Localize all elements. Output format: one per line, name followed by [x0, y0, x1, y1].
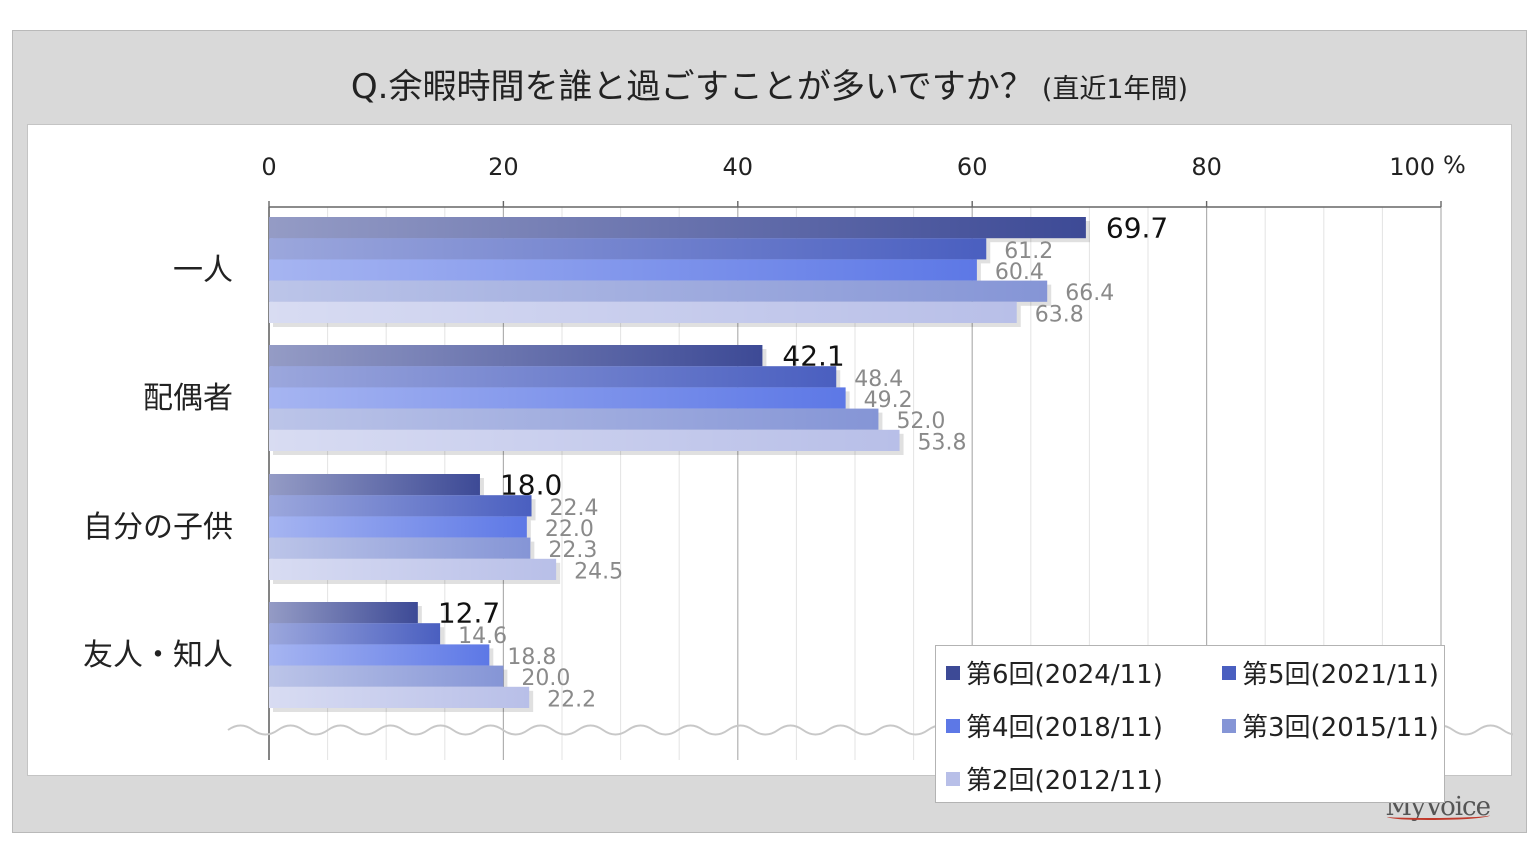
- chart-title-sub: (直近1年間): [1041, 74, 1189, 105]
- bar-highlight: [269, 495, 532, 517]
- x-tick-label: 100: [1389, 153, 1435, 181]
- category-label: 自分の子供: [83, 510, 233, 545]
- data-label: 48.4: [854, 367, 903, 392]
- data-label: 69.7: [1106, 212, 1168, 245]
- bar-highlight: [269, 259, 977, 281]
- chart-title-main: Q.余暇時間を誰と過ごすことが多いですか？: [350, 67, 1034, 107]
- bar-highlight: [269, 558, 557, 580]
- legend-item: 第2回(2012/11): [946, 760, 1163, 797]
- data-label: 63.8: [1035, 302, 1084, 327]
- x-tick-label: 80: [1191, 153, 1222, 181]
- data-label: 52.0: [896, 409, 945, 434]
- bar-highlight: [269, 280, 1048, 302]
- legend-swatch: [946, 665, 960, 680]
- data-label: 61.2: [1004, 239, 1053, 264]
- data-label: 66.4: [1065, 281, 1114, 306]
- legend-item: 第4回(2018/11): [946, 707, 1163, 744]
- legend-item: 第5回(2021/11): [1222, 654, 1439, 691]
- bar-highlight: [269, 537, 531, 559]
- legend-swatch: [946, 771, 960, 786]
- bar-highlight: [269, 238, 987, 260]
- legend-label: 第4回(2018/11): [966, 713, 1163, 743]
- bar-highlight: [269, 623, 441, 645]
- legend-item: 第6回(2024/11): [946, 654, 1163, 691]
- bar-chart: 0 20 40 60 80 100 %一人69.761.260.466.463.8配偶者42…: [83, 151, 1513, 760]
- bar-highlight: [269, 644, 490, 666]
- plot-area: 0 20 40 60 80 100% 一人 69.7 61.2 60.4 66.4 63.8 配偶者 42…: [27, 124, 1513, 803]
- bar-highlight: [269, 408, 879, 430]
- legend-label: 第5回(2021/11): [1242, 660, 1439, 690]
- x-tick-label: 40: [723, 153, 754, 181]
- bar-highlight: [269, 387, 846, 409]
- legend-swatch: [946, 718, 960, 733]
- data-label: 22.3: [548, 538, 597, 563]
- bar-highlight: [269, 429, 900, 451]
- data-label: 53.8: [918, 430, 967, 455]
- bar-highlight: [269, 474, 480, 496]
- legend-swatch: [1222, 665, 1236, 680]
- category-label: 一人: [173, 253, 233, 288]
- data-label: 22.4: [550, 496, 599, 521]
- data-label: 22.0: [545, 517, 594, 542]
- data-label: 22.2: [547, 687, 596, 712]
- brand-swoosh: [1387, 812, 1490, 820]
- bar-highlight: [269, 217, 1086, 239]
- x-tick-label: 0: [261, 153, 276, 181]
- legend-item: 第3回(2015/11): [1222, 707, 1439, 744]
- bar-highlight: [269, 345, 763, 367]
- data-label: 18.8: [507, 645, 556, 670]
- bar-highlight: [269, 366, 837, 388]
- legend-label: 第6回(2024/11): [966, 660, 1163, 690]
- bar-highlight: [269, 516, 527, 538]
- legend-swatch: [1222, 718, 1236, 733]
- x-unit-label: %: [1443, 151, 1466, 179]
- x-tick-label: 60: [957, 153, 988, 181]
- data-label: 12.7: [438, 597, 500, 630]
- bar-highlight: [269, 665, 504, 687]
- legend-label: 第2回(2012/11): [966, 766, 1163, 796]
- data-label: 20.0: [521, 666, 570, 691]
- data-label: 24.5: [574, 559, 623, 584]
- legend-label: 第3回(2015/11): [1242, 713, 1439, 743]
- legend: 第6回(2024/11) 第5回(2021/11) 第4回(2018/11) 第3回(…: [935, 645, 1445, 803]
- bar-highlight: [269, 301, 1017, 323]
- chart-title: Q.余暇時間を誰と過ごすことが多いですか？ (直近1年間): [13, 59, 1526, 108]
- bar-highlight: [269, 602, 418, 624]
- category-label: 配偶者: [143, 381, 233, 416]
- bar-highlight: [269, 686, 530, 708]
- category-label: 友人・知人: [83, 638, 233, 673]
- x-tick-label: 20: [488, 153, 519, 181]
